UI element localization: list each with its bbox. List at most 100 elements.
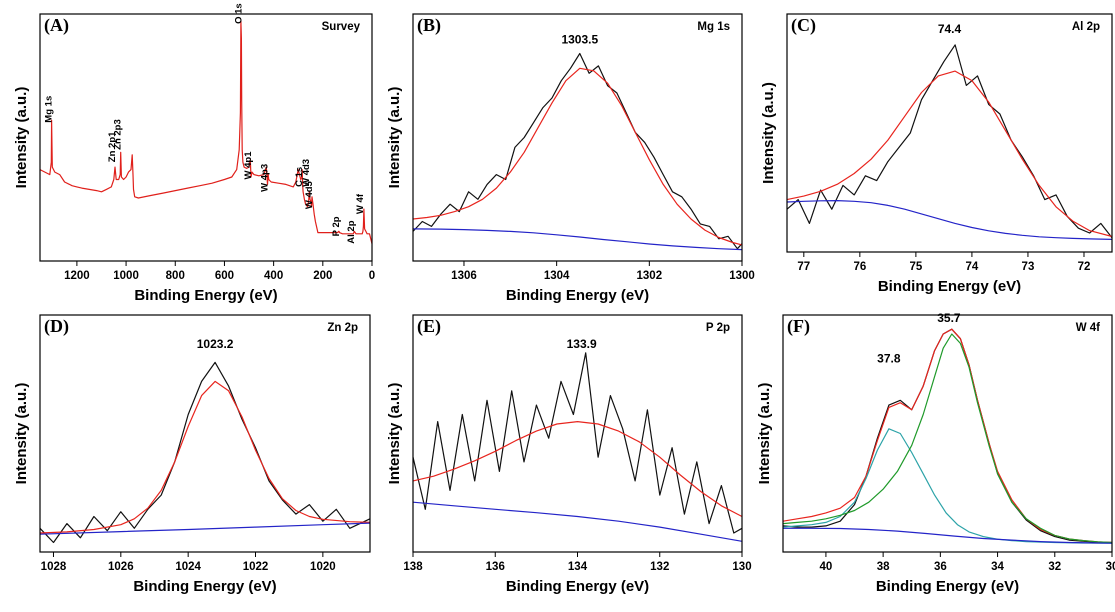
- plot-frame: [39, 314, 371, 553]
- x-tick-label: 32: [1048, 561, 1061, 573]
- x-tick-label: 1000: [113, 270, 139, 282]
- x-tick-label: 77: [797, 261, 810, 273]
- x-tick-label: 136: [486, 561, 505, 573]
- x-tick-label: 40: [820, 561, 833, 573]
- peak-label: 37.8: [877, 351, 901, 365]
- peak-annotation-w-4d5: W 4d5: [304, 180, 315, 209]
- panel-title: Survey: [322, 21, 361, 33]
- series-raw-0: [412, 352, 743, 534]
- x-axis-label: Binding Energy (eV): [876, 578, 1019, 595]
- x-tick-label: 1022: [243, 561, 269, 573]
- x-tick-label: 1304: [544, 270, 570, 282]
- x-tick-label: 38: [877, 561, 890, 573]
- x-tick-label: 72: [1078, 261, 1091, 273]
- panel-label: (A): [44, 15, 69, 36]
- peak-annotation-w-4p1: W 4p1: [243, 151, 254, 180]
- x-axis-label: Binding Energy (eV): [134, 287, 277, 304]
- x-tick-label: 200: [313, 270, 332, 282]
- panel-title: P 2p: [706, 322, 730, 334]
- x-tick-label: 134: [568, 561, 588, 573]
- peak-label: 74.4: [938, 22, 962, 36]
- series-background-2: [412, 501, 743, 542]
- x-tick-label: 34: [991, 561, 1004, 573]
- x-tick-label: 132: [650, 561, 669, 573]
- x-tick-label: 36: [934, 561, 947, 573]
- peak-annotation-mg-1s: Mg 1s: [44, 96, 55, 123]
- series-background-2: [39, 522, 371, 535]
- y-axis-label: Intensity (a.u.): [386, 383, 403, 485]
- peak-annotation-w-4f: W 4f: [355, 193, 366, 214]
- plot-frame: [412, 13, 743, 262]
- plot-frame: [782, 314, 1113, 553]
- panel-e: 138 136 134 132 130 Binding Energy (eV) Intens…: [386, 314, 752, 595]
- peak-label: 1303.5: [561, 33, 598, 47]
- series-component-3: [782, 333, 1113, 544]
- series-background-2: [786, 200, 1113, 240]
- plot-frame: [786, 13, 1113, 253]
- panel-a: 1200 1000 800 600 400 200 0 Binding Energy (eV)…: [13, 3, 375, 304]
- peak-annotation-p-2p: P 2p: [331, 216, 342, 236]
- panel-title: W 4f: [1076, 322, 1100, 334]
- panel-label: (E): [417, 316, 441, 337]
- panel-d: 1028 1026 1024 1022 1020 Binding Energy (eV) I…: [13, 314, 371, 595]
- x-tick-label: 1026: [108, 561, 134, 573]
- panel-label: (B): [417, 15, 441, 36]
- x-tick-label: 1306: [451, 270, 477, 282]
- panel-b: 1306 1304 1302 1300 Binding Energy (eV) Inten…: [386, 13, 755, 304]
- peak-annotation-w-4p3: W 4p3: [260, 164, 271, 192]
- series-fit-1: [412, 67, 743, 246]
- series-fit-1: [412, 421, 743, 518]
- peak-label: 1023.2: [197, 337, 234, 351]
- panel-c: 77 76 75 74 73 72 Binding Energy (eV) Intensity…: [760, 13, 1113, 295]
- x-tick-label: 76: [853, 261, 866, 273]
- peak-annotation-zn-2p1: Zn 2p1: [107, 131, 118, 162]
- panel-label: (C): [791, 15, 816, 36]
- series-background-4: [783, 527, 1113, 544]
- y-axis-label: Intensity (a.u.): [13, 383, 30, 485]
- x-tick-label: 75: [909, 261, 922, 273]
- panel-f: 40 38 36 34 32 30 Binding Energy (eV) Intensity…: [756, 311, 1115, 595]
- x-tick-label: 0: [369, 270, 375, 282]
- x-tick-label: 800: [166, 270, 185, 282]
- panel-title: Mg 1s: [697, 21, 730, 33]
- y-axis-label: Intensity (a.u.): [386, 87, 403, 189]
- peak-annotation-w-4d3: W 4d3: [301, 159, 312, 187]
- y-axis-label: Intensity (a.u.): [760, 82, 777, 184]
- x-tick-label: 1300: [729, 270, 755, 282]
- plot-frame: [39, 13, 373, 262]
- y-axis-label: Intensity (a.u.): [13, 87, 30, 189]
- series-component-2: [782, 428, 1113, 544]
- panel-label: (F): [787, 316, 810, 337]
- x-axis-label: Binding Energy (eV): [133, 578, 276, 595]
- peak-annotation-c-1s: C 1s: [294, 167, 305, 187]
- series-spectrum-0: [39, 20, 373, 244]
- x-tick-label: 1020: [310, 561, 336, 573]
- series-raw-0: [786, 44, 1113, 239]
- panel-label: (D): [44, 316, 69, 337]
- x-tick-label: 130: [732, 561, 751, 573]
- x-tick-label: 30: [1106, 561, 1115, 573]
- series-fit-1: [39, 380, 371, 534]
- panel-title: Zn 2p: [327, 322, 358, 334]
- series-raw-0: [39, 361, 371, 544]
- panel-title: Al 2p: [1072, 21, 1100, 33]
- x-tick-label: 138: [403, 561, 423, 573]
- x-tick-label: 1200: [64, 270, 90, 282]
- peak-annotation-al-2p: Al 2p: [346, 220, 357, 243]
- x-tick-label: 74: [966, 261, 979, 273]
- x-tick-label: 1024: [175, 561, 201, 573]
- x-tick-label: 73: [1022, 261, 1035, 273]
- peak-annotation-o-1s: O 1s: [234, 3, 245, 24]
- series-background-2: [412, 228, 743, 251]
- peak-label: 133.9: [567, 337, 597, 351]
- peak-label: 35.7: [937, 311, 961, 325]
- x-tick-label: 600: [215, 270, 234, 282]
- series-raw-0: [412, 52, 743, 250]
- x-tick-label: 400: [264, 270, 283, 282]
- x-axis-label: Binding Energy (eV): [878, 278, 1021, 295]
- series-fit-1: [786, 70, 1113, 238]
- x-tick-label: 1302: [637, 270, 663, 282]
- series-envelope-1: [782, 328, 1113, 544]
- x-tick-label: 1028: [41, 561, 67, 573]
